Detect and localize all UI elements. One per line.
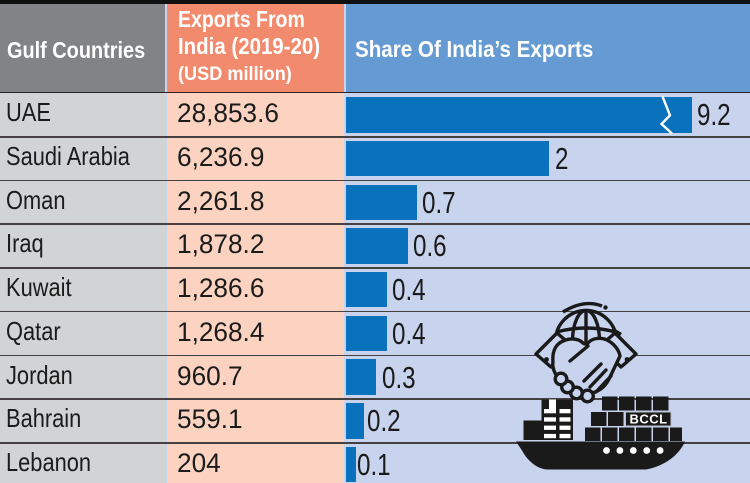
svg-text:BCCL: BCCL — [629, 412, 667, 427]
